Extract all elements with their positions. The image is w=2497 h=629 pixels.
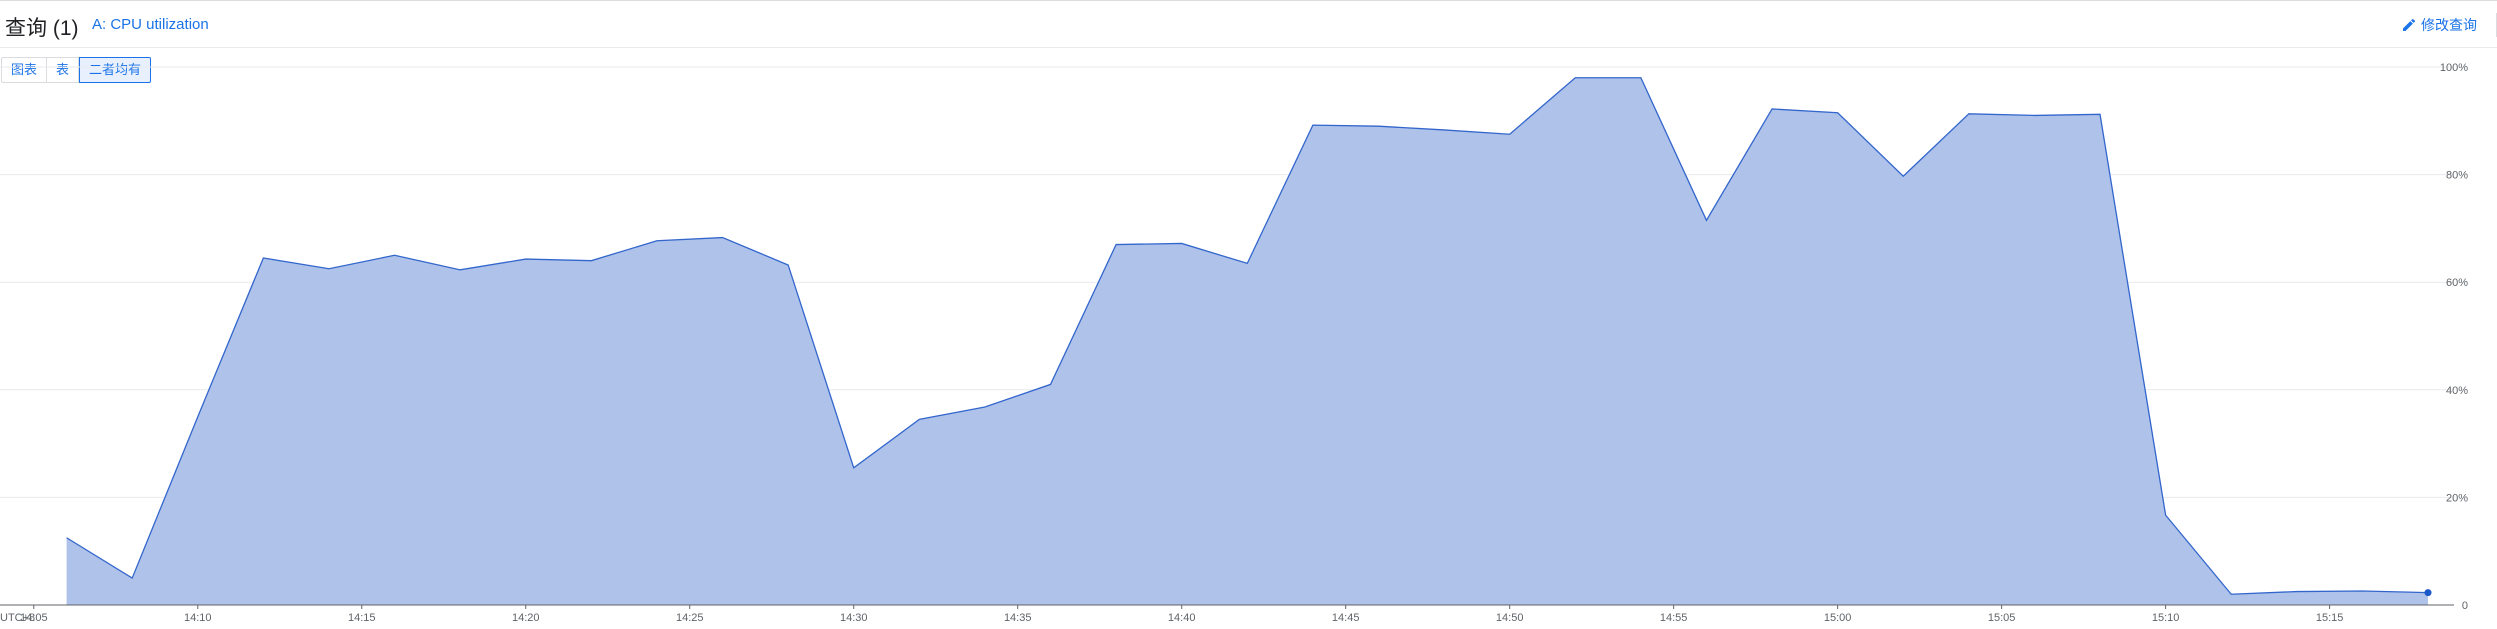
y-tick-label: 0	[2462, 600, 2468, 612]
x-tick-label: 14:20	[512, 612, 540, 624]
y-tick-label: 100%	[2440, 62, 2468, 74]
x-tick-label: 15:15	[2316, 612, 2344, 624]
x-tick-label: 14:15	[348, 612, 376, 624]
x-tick-label: 14:30	[840, 612, 868, 624]
x-tick-label: 14:45	[1332, 612, 1360, 624]
pencil-icon	[2403, 18, 2416, 31]
query-header: 查询 (1) A: CPU utilization 修改查询	[0, 0, 2497, 48]
query-link[interactable]: A: CPU utilization	[92, 16, 209, 33]
series-line	[66, 77, 2429, 595]
timezone-label: UTC+8	[0, 612, 35, 624]
x-tick-label: 14:40	[1168, 612, 1196, 624]
cpu-utilization-chart[interactable]: 0 20% 40% 60% 80% 100% UTC+814:05 14:10 14:15 14:…	[0, 48, 2497, 629]
x-tick-label: 14:10	[184, 612, 212, 624]
x-tick-label: 14:55	[1660, 612, 1688, 624]
series-area	[66, 77, 2429, 605]
x-tick-label: 14:05	[20, 612, 48, 624]
x-tick-label: 14:35	[1004, 612, 1032, 624]
x-tick-label: 15:10	[2152, 612, 2180, 624]
edit-query-button[interactable]: 修改查询	[2401, 15, 2477, 35]
page-title: 查询 (1)	[5, 17, 79, 40]
x-tick-label: 15:05	[1988, 612, 2016, 624]
y-tick-label: 60%	[2446, 277, 2468, 289]
view-option-both[interactable]: 二者均有	[79, 57, 152, 83]
view-option-chart[interactable]: 图表	[1, 57, 48, 83]
view-toggle: 图表 表 二者均有	[1, 57, 152, 83]
data-point	[2424, 589, 2432, 597]
x-tick-label: 15:00	[1824, 612, 1852, 624]
x-tick-label: 14:50	[1496, 612, 1524, 624]
edit-query-label: 修改查询	[2421, 17, 2477, 33]
view-option-table[interactable]: 表	[47, 57, 80, 83]
y-tick-label: 80%	[2446, 170, 2468, 182]
y-tick-label: 20%	[2446, 492, 2468, 504]
x-tick-label: 14:25	[676, 612, 704, 624]
y-tick-label: 40%	[2446, 385, 2468, 397]
